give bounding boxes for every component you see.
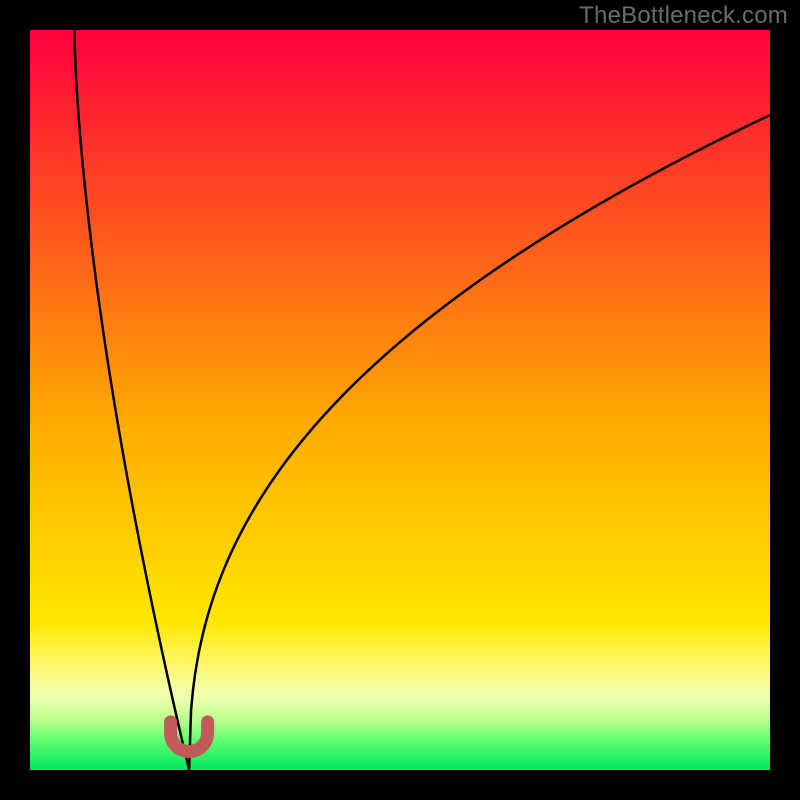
- chart-stage: TheBottleneck.com: [0, 0, 800, 800]
- gradient-background: [30, 30, 770, 770]
- watermark-text: TheBottleneck.com: [579, 2, 788, 30]
- bottleneck-chart: [0, 0, 800, 800]
